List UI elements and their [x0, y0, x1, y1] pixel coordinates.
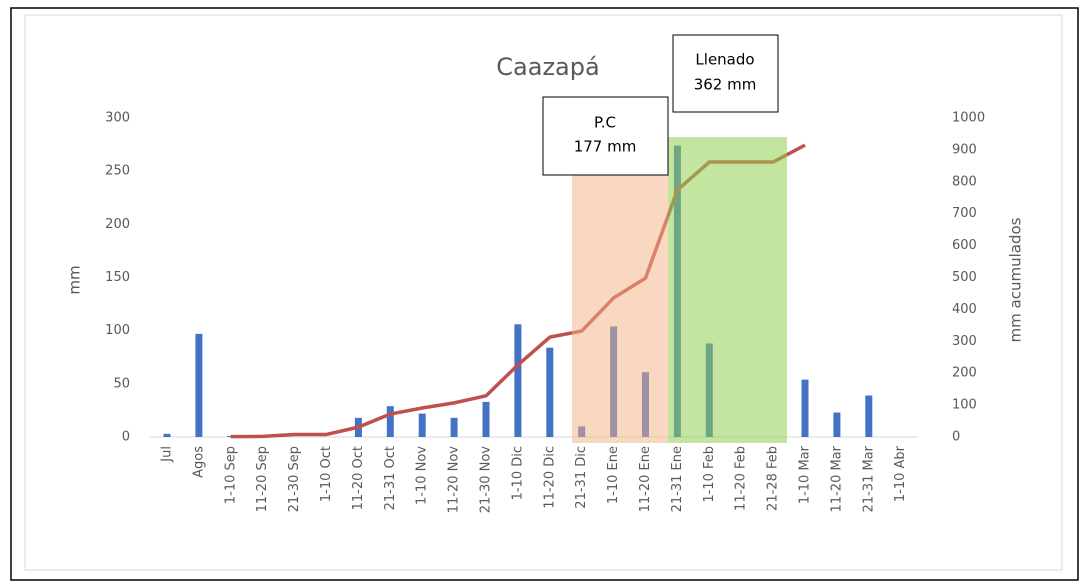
y-tick-label: 50	[113, 376, 130, 391]
y2-tick-label: 1000	[952, 111, 985, 126]
annotation-text: P.C	[594, 114, 616, 132]
bar	[418, 413, 426, 437]
bar	[833, 412, 841, 437]
y2-tick-label: 900	[952, 142, 977, 157]
x-tick-label: 21-31 Dic	[574, 446, 589, 509]
chart-title: Caazapá	[496, 53, 599, 81]
bar	[801, 379, 809, 437]
y2-tick-label: 700	[952, 206, 977, 221]
annotation-box	[672, 34, 779, 113]
y-axis-label: mm	[66, 265, 84, 294]
bar	[163, 433, 171, 437]
x-tick-label: 11-20 Feb	[734, 446, 749, 511]
y2-tick-label: 500	[952, 270, 977, 285]
y-tick-label: 200	[105, 217, 130, 232]
x-tick-label: 11-20 Mar	[829, 445, 844, 512]
bar	[865, 395, 873, 437]
bar	[482, 401, 490, 437]
chart-frame	[24, 14, 1063, 571]
x-tick-label: 21-30 Nov	[479, 446, 494, 514]
y2-tick-label: 800	[952, 174, 977, 189]
x-tick-label: 1-10 Feb	[702, 446, 717, 503]
bar	[546, 347, 554, 437]
x-tick-label: 1-10 Oct	[319, 446, 334, 502]
y2-tick-label: 200	[952, 366, 977, 381]
x-tick-label: 21-30 Sep	[287, 446, 302, 512]
bar	[195, 333, 203, 437]
x-tick-label: 11-20 Ene	[638, 446, 653, 512]
x-tick-label: 11-20 Sep	[255, 446, 270, 512]
annotation-text: 362 mm	[694, 76, 757, 94]
x-tick-label: 1-10 Ene	[606, 446, 621, 504]
y2-tick-label: 600	[952, 238, 977, 253]
x-tick-label: 21-28 Feb	[766, 446, 781, 511]
x-tick-label: 1-10 Mar	[798, 445, 813, 504]
llenado-region	[668, 137, 787, 443]
x-tick-label: 11-20 Dic	[542, 446, 557, 509]
bar	[450, 417, 458, 437]
y-tick-label: 300	[105, 111, 130, 126]
x-tick-label: 11-20 Oct	[351, 446, 366, 510]
y-tick-label: 0	[122, 430, 130, 445]
x-tick-label: Jul	[160, 446, 175, 463]
x-tick-label: 1-10 Sep	[223, 446, 238, 504]
x-tick-label: 21-31 Mar	[861, 445, 876, 512]
annotation-text: 177 mm	[574, 138, 637, 156]
y2-tick-label: 100	[952, 398, 977, 413]
x-tick-label: 1-10 Dic	[510, 446, 525, 500]
x-tick-label: 1-10 Nov	[415, 446, 430, 505]
bar	[386, 406, 394, 437]
x-tick-label: 1-10 Abr	[893, 445, 908, 502]
annotation-text: Llenado	[695, 51, 754, 69]
x-tick-label: 21-31 Ene	[670, 446, 685, 512]
x-tick-label: 21-31 Oct	[383, 446, 398, 510]
annotation-box	[542, 96, 669, 176]
y-tick-label: 150	[105, 270, 130, 285]
y2-tick-label: 0	[952, 430, 960, 445]
x-tick-label: 11-20 Nov	[447, 446, 462, 514]
y2-tick-label: 300	[952, 334, 977, 349]
y-tick-label: 250	[105, 164, 130, 179]
y-tick-label: 100	[105, 323, 130, 338]
y2-tick-label: 400	[952, 302, 977, 317]
y2-axis-label: mm acumulados	[1007, 217, 1025, 342]
pc-region	[572, 137, 668, 443]
bar	[514, 324, 522, 437]
x-tick-label: Agos	[191, 446, 206, 478]
